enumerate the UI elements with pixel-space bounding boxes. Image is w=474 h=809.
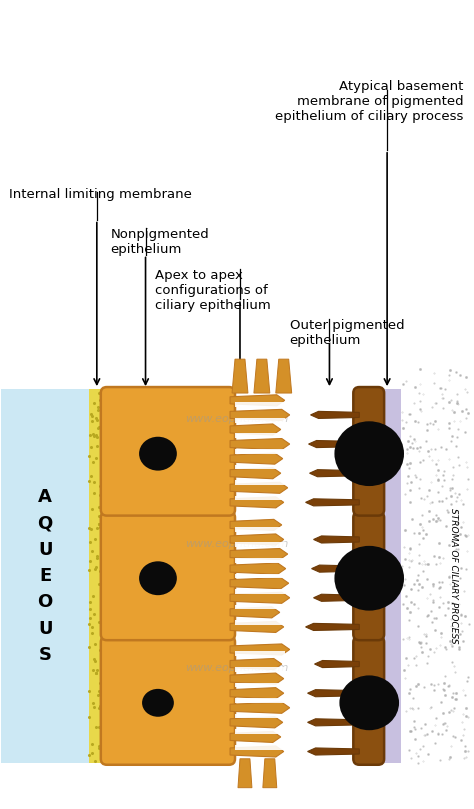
Polygon shape bbox=[310, 411, 359, 418]
Bar bbox=[235, 589, 285, 594]
Polygon shape bbox=[230, 644, 290, 655]
Ellipse shape bbox=[139, 561, 177, 595]
Polygon shape bbox=[230, 702, 290, 714]
Polygon shape bbox=[230, 534, 284, 545]
Polygon shape bbox=[230, 578, 289, 589]
Polygon shape bbox=[308, 748, 359, 755]
Bar bbox=[235, 604, 285, 609]
Bar bbox=[235, 667, 285, 671]
Polygon shape bbox=[238, 759, 252, 788]
Polygon shape bbox=[306, 499, 359, 506]
Polygon shape bbox=[313, 536, 359, 543]
Ellipse shape bbox=[335, 546, 404, 611]
Bar bbox=[235, 729, 285, 734]
Polygon shape bbox=[232, 359, 248, 393]
Ellipse shape bbox=[335, 421, 404, 486]
Bar bbox=[1, 389, 89, 763]
Bar bbox=[235, 464, 285, 469]
Polygon shape bbox=[311, 565, 359, 572]
FancyBboxPatch shape bbox=[101, 387, 235, 515]
Polygon shape bbox=[230, 592, 290, 604]
Polygon shape bbox=[306, 624, 359, 630]
Text: Outer pigmented
epithelium: Outer pigmented epithelium bbox=[290, 320, 404, 347]
Bar bbox=[235, 745, 285, 749]
Polygon shape bbox=[313, 595, 359, 601]
Ellipse shape bbox=[142, 688, 174, 717]
Polygon shape bbox=[230, 717, 283, 728]
Polygon shape bbox=[230, 468, 281, 479]
Polygon shape bbox=[230, 621, 284, 633]
Bar bbox=[235, 434, 285, 438]
Bar bbox=[235, 496, 285, 501]
Polygon shape bbox=[263, 759, 277, 788]
Polygon shape bbox=[230, 673, 284, 684]
FancyBboxPatch shape bbox=[353, 511, 384, 640]
Polygon shape bbox=[309, 441, 359, 447]
Polygon shape bbox=[310, 470, 359, 477]
Polygon shape bbox=[276, 359, 292, 393]
Ellipse shape bbox=[139, 437, 177, 471]
Text: STROMA OF CILIARY PROCESS: STROMA OF CILIARY PROCESS bbox=[449, 508, 458, 644]
Bar bbox=[235, 651, 285, 656]
Bar bbox=[235, 683, 285, 687]
Polygon shape bbox=[254, 359, 270, 393]
FancyBboxPatch shape bbox=[101, 636, 235, 765]
Bar bbox=[235, 698, 285, 703]
Text: www.eophtha.com: www.eophtha.com bbox=[185, 663, 289, 673]
Polygon shape bbox=[230, 746, 284, 757]
Bar bbox=[89, 389, 106, 763]
Text: Apex to apex
configurations of
ciliary epithelium: Apex to apex configurations of ciliary e… bbox=[155, 269, 271, 312]
Polygon shape bbox=[230, 519, 282, 531]
Polygon shape bbox=[230, 438, 290, 450]
Bar bbox=[235, 558, 285, 563]
Polygon shape bbox=[230, 688, 284, 699]
Polygon shape bbox=[308, 689, 359, 697]
Bar bbox=[235, 418, 285, 422]
Polygon shape bbox=[315, 660, 359, 667]
Bar bbox=[235, 542, 285, 547]
FancyBboxPatch shape bbox=[101, 511, 235, 640]
Polygon shape bbox=[230, 409, 290, 421]
Text: Nonpigmented
epithelium: Nonpigmented epithelium bbox=[111, 227, 210, 256]
Bar bbox=[235, 714, 285, 718]
Bar bbox=[235, 481, 285, 485]
Polygon shape bbox=[230, 482, 288, 493]
Text: www.eophtha.com: www.eophtha.com bbox=[185, 414, 289, 424]
Bar bbox=[235, 402, 285, 407]
FancyBboxPatch shape bbox=[353, 636, 384, 765]
FancyBboxPatch shape bbox=[353, 387, 384, 515]
Polygon shape bbox=[230, 563, 286, 574]
Polygon shape bbox=[308, 719, 359, 726]
Polygon shape bbox=[230, 497, 284, 508]
Polygon shape bbox=[230, 549, 288, 560]
Bar bbox=[235, 621, 285, 625]
Text: www.eophtha.com: www.eophtha.com bbox=[185, 539, 289, 549]
Text: Internal limiting membrane: Internal limiting membrane bbox=[9, 188, 192, 201]
Bar bbox=[235, 574, 285, 578]
Bar bbox=[235, 527, 285, 532]
Bar bbox=[235, 449, 285, 454]
Polygon shape bbox=[230, 659, 282, 670]
Text: Atypical basement
membrane of pigmented
epithelium of ciliary process: Atypical basement membrane of pigmented … bbox=[275, 80, 464, 123]
Ellipse shape bbox=[339, 676, 399, 731]
Polygon shape bbox=[230, 395, 285, 406]
Polygon shape bbox=[230, 453, 283, 464]
Bar bbox=[379, 389, 401, 763]
Text: A
Q
U
E
O
U
S: A Q U E O U S bbox=[37, 488, 53, 664]
Polygon shape bbox=[230, 607, 280, 618]
Polygon shape bbox=[230, 424, 281, 435]
Polygon shape bbox=[230, 731, 281, 743]
